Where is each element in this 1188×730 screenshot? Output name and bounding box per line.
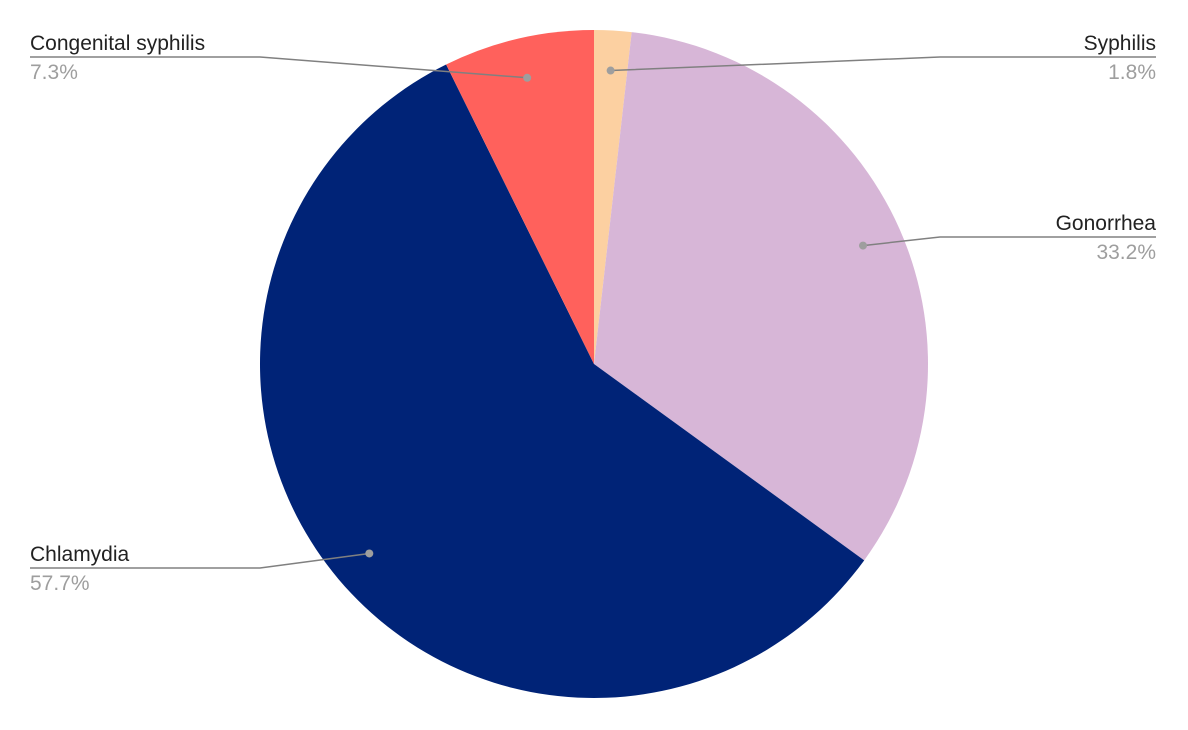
pie-slice-gonorrhea	[594, 32, 929, 561]
slice-label-congenital-syphilis: Congenital syphilis	[30, 32, 205, 55]
leader-dot-chlamydia	[365, 549, 374, 558]
slice-value-label-chlamydia: 57.7%	[30, 572, 90, 595]
slice-label-chlamydia: Chlamydia	[30, 543, 130, 566]
pie-slice-chlamydia	[260, 64, 865, 698]
slice-label-syphilis: Syphilis	[1084, 32, 1156, 55]
leader-dot-congenital-syphilis	[523, 73, 532, 82]
slice-value-label-syphilis: 1.8%	[1108, 61, 1156, 84]
leader-line-chlamydia	[30, 552, 370, 569]
leader-line-gonorrhea	[862, 236, 1156, 247]
pie-labels: Syphilis 1.8% Gonorrhea 33.2% Chlamydia 57.7%…	[30, 32, 1156, 595]
slice-value-label-congenital-syphilis: 7.3%	[30, 61, 78, 84]
leader-dot-syphilis	[606, 66, 615, 75]
pie-slice-syphilis	[594, 30, 632, 364]
slice-label-gonorrhea: Gonorrhea	[1056, 212, 1157, 235]
leader-line-congenital-syphilis	[30, 56, 528, 79]
slice-value-label-gonorrhea: 33.2%	[1096, 241, 1156, 264]
pie-slice-congenital-syphilis	[446, 30, 594, 364]
leader-dot-gonorrhea	[859, 241, 868, 250]
pie-slices	[260, 30, 929, 698]
leader-line-syphilis	[610, 56, 1156, 72]
